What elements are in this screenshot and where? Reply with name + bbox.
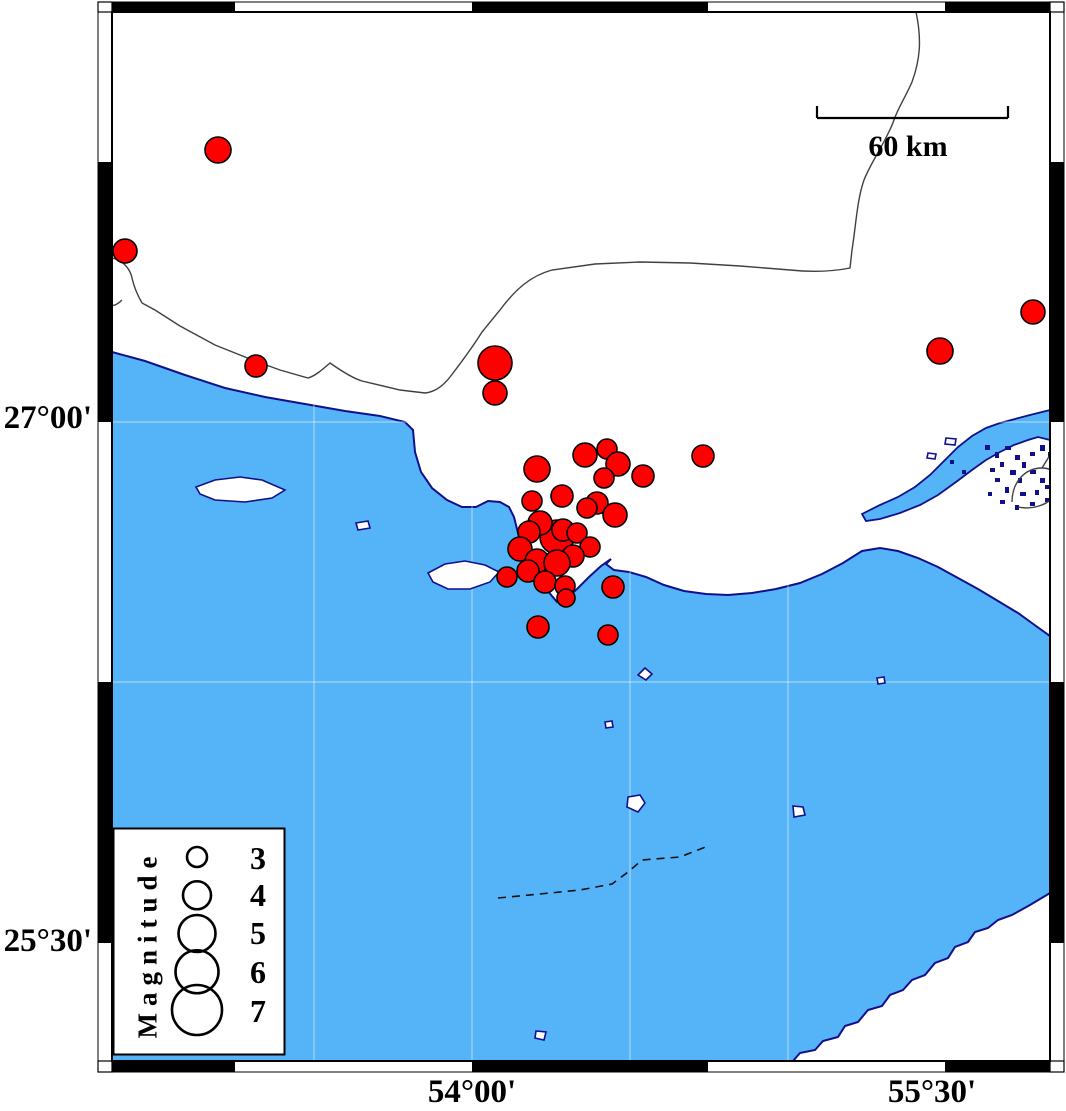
island xyxy=(534,1030,548,1041)
earthquake-marker xyxy=(597,624,619,646)
legend-circle-mag-4 xyxy=(181,879,213,911)
earthquake-marker xyxy=(204,136,232,164)
legend-title: Magnitude xyxy=(132,849,163,1039)
earthquake-marker xyxy=(566,522,588,544)
earthquake-marker xyxy=(556,588,576,608)
legend-circle-mag-5 xyxy=(177,913,217,954)
island xyxy=(354,520,372,531)
island xyxy=(636,666,654,682)
scale-bar-label: 60 km xyxy=(868,130,948,163)
lat-label-27-00: 27°00' xyxy=(3,400,92,436)
earthquake-marker xyxy=(543,549,571,577)
island xyxy=(604,720,614,729)
earthquake-marker xyxy=(576,497,598,519)
island xyxy=(426,560,501,590)
islet xyxy=(926,452,937,460)
legend-circle-mag-3 xyxy=(185,845,209,869)
earthquake-marker xyxy=(550,484,574,508)
earthquake-marker xyxy=(926,337,954,365)
earthquake-marker xyxy=(244,354,268,378)
island xyxy=(626,794,646,813)
map-frame xyxy=(97,1,1065,1073)
legend-circle-mag-7 xyxy=(170,983,224,1037)
earthquake-marker xyxy=(601,575,625,599)
islands xyxy=(194,437,957,1041)
lat-label-25-30: 25°30' xyxy=(3,923,92,959)
earthquake-marker xyxy=(523,455,551,483)
mangrove-speckles xyxy=(950,445,1059,510)
legend-box xyxy=(112,827,286,1056)
legend-circle-mag-6 xyxy=(174,948,220,995)
earthquake-marker xyxy=(1020,299,1046,325)
earthquake-markers xyxy=(112,136,1046,646)
legend-value-5: 5 xyxy=(250,915,266,951)
island xyxy=(792,805,806,818)
earthquake-marker xyxy=(533,570,557,594)
earthquake-marker xyxy=(521,490,543,512)
legend-value-6: 6 xyxy=(250,954,266,990)
island xyxy=(194,476,287,503)
lon-label-54-00: 54°00' xyxy=(427,1074,517,1110)
legend-value-3: 3 xyxy=(250,840,266,876)
earthquake-marker xyxy=(112,238,138,264)
scale-bar xyxy=(815,106,1010,120)
earthquake-marker xyxy=(516,559,540,583)
earthquake-marker xyxy=(605,451,631,477)
earthquake-marker xyxy=(631,464,655,488)
legend-value-4: 4 xyxy=(250,877,266,913)
lon-label-55-30: 55°30' xyxy=(887,1074,977,1110)
earthquake-marker xyxy=(496,566,518,588)
legend-value-7: 7 xyxy=(250,993,266,1029)
earthquake-marker xyxy=(482,380,508,406)
island xyxy=(876,676,886,685)
islet xyxy=(944,437,957,446)
earthquake-marker xyxy=(477,345,513,381)
earthquake-marker xyxy=(526,615,550,639)
legend-magnitude-circles xyxy=(170,845,224,1037)
graticule xyxy=(112,12,1050,1061)
earthquake-marker xyxy=(691,444,715,468)
earthquake-marker xyxy=(593,467,615,489)
earthquake-marker xyxy=(602,502,628,528)
earthquake-marker xyxy=(572,442,598,468)
maritime-boundary-dashed xyxy=(497,845,709,899)
sea xyxy=(111,350,1051,1062)
